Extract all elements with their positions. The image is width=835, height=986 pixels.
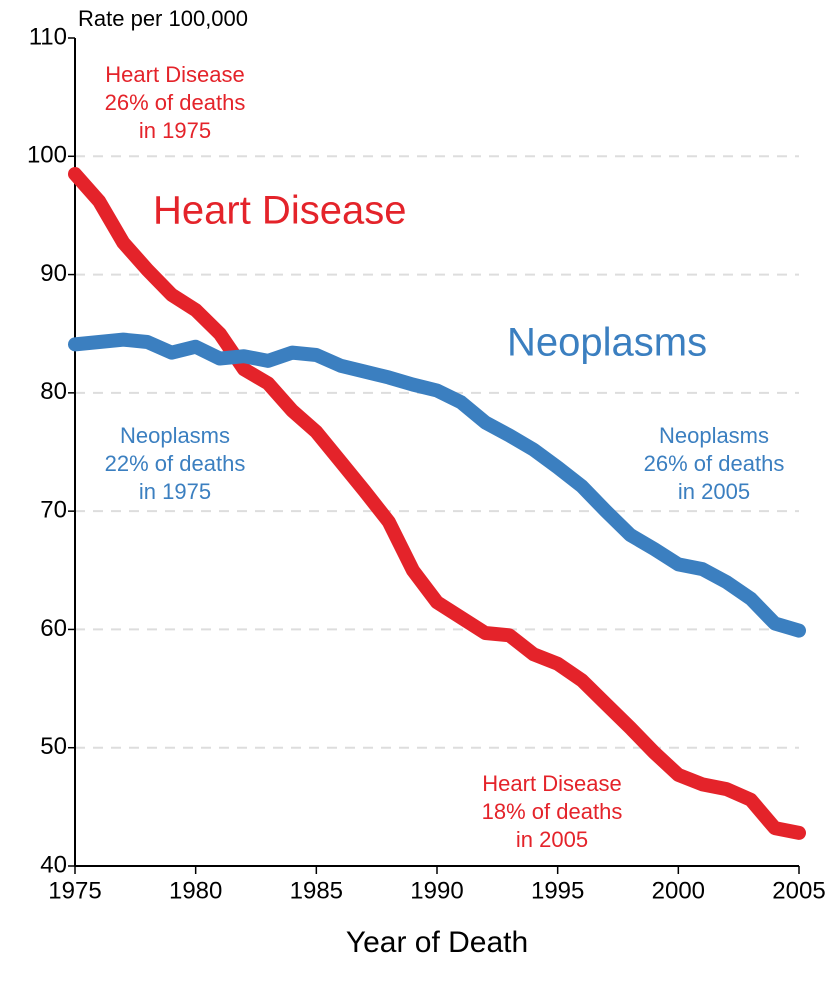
annotation: in 2005	[516, 827, 588, 852]
annotation: 26% of deaths	[644, 451, 785, 476]
x-tick-label: 1995	[531, 877, 584, 904]
y-axis-label: Rate per 100,000	[78, 6, 248, 31]
annotation: Neoplasms	[659, 423, 769, 448]
y-tick-label: 100	[27, 142, 67, 169]
annotation: in 2005	[678, 479, 750, 504]
annotation: Neoplasms	[120, 423, 230, 448]
y-tick-label: 70	[40, 496, 67, 523]
series-line	[68, 332, 806, 638]
series-label: Heart Disease	[153, 189, 406, 233]
x-tick-label: 1985	[290, 877, 343, 904]
y-tick-label: 80	[40, 378, 67, 405]
series-label: Neoplasms	[507, 321, 707, 365]
series-line	[68, 167, 806, 840]
y-tick-label: 60	[40, 615, 67, 642]
y-tick-label: 40	[40, 851, 67, 878]
annotation: 18% of deaths	[482, 799, 623, 824]
x-tick-label: 2005	[772, 877, 825, 904]
y-tick-label: 110	[29, 23, 67, 50]
annotation: Heart Disease	[105, 62, 244, 87]
x-tick-label: 2000	[652, 877, 705, 904]
x-tick-label: 1990	[410, 877, 463, 904]
annotation: in 1975	[139, 118, 211, 143]
x-axis-label: Year of Death	[346, 926, 528, 959]
x-tick-label: 1975	[48, 877, 101, 904]
x-tick-label: 1980	[169, 877, 222, 904]
annotation: 22% of deaths	[105, 451, 246, 476]
annotation: in 1975	[139, 479, 211, 504]
annotation: 26% of deaths	[105, 90, 246, 115]
y-tick-label: 50	[40, 733, 67, 760]
annotation: Heart Disease	[482, 771, 621, 796]
y-tick-label: 90	[40, 260, 67, 287]
